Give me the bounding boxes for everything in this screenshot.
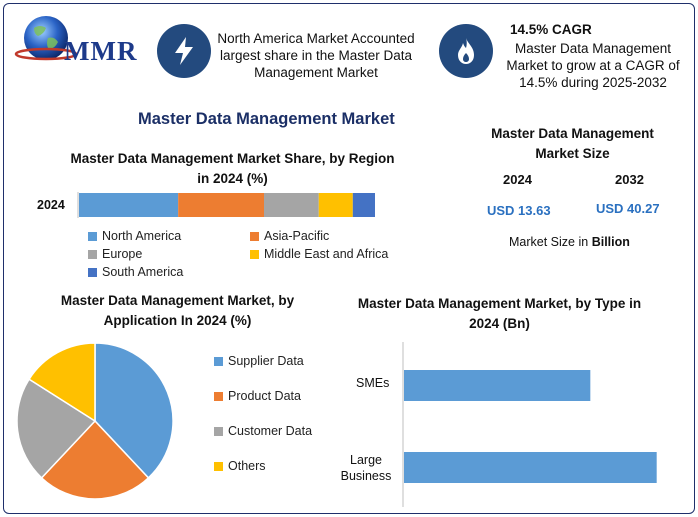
type-category-label: Large Business xyxy=(340,453,392,483)
cagr-text: Master Data Management Market to grow at… xyxy=(506,41,680,90)
market-size-year-1: 2024 xyxy=(503,172,532,187)
flame-icon xyxy=(439,24,493,78)
region-legend-item: Asia-Pacific xyxy=(250,229,329,243)
pie-slice xyxy=(16,378,97,479)
region-bar-segment xyxy=(79,193,179,217)
application-legend-item: Customer Data xyxy=(214,424,312,438)
legend-label: Customer Data xyxy=(228,424,313,438)
region-bar-segment xyxy=(178,193,264,217)
market-size-value-2: USD 40.27 xyxy=(596,201,660,216)
application-legend-item: Product Data xyxy=(214,389,301,403)
cagr-title: 14.5% CAGR xyxy=(510,22,592,37)
main-title: Master Data Management Market xyxy=(138,110,395,128)
region-legend-item: North America xyxy=(88,229,181,243)
legend-swatch xyxy=(250,231,259,241)
market-size-year-2: 2032 xyxy=(615,172,644,187)
legend-label: Middle East and Africa xyxy=(264,247,389,261)
pie-slice xyxy=(28,342,96,423)
stat-north-america-text: North America Market Accounted largest s… xyxy=(217,31,415,80)
legend-swatch xyxy=(214,426,223,436)
type-chart-title: Master Data Management Market, by Type i… xyxy=(357,296,642,331)
market-size-title: Master Data Management Market Size xyxy=(491,126,654,161)
type-bar xyxy=(404,452,657,483)
region-bar-segment xyxy=(318,193,353,217)
type-bar-chart xyxy=(402,342,657,507)
application-chart-title: Master Data Management Market, by Applic… xyxy=(60,293,295,328)
legend-swatch xyxy=(88,231,97,241)
legend-label: North America xyxy=(102,229,182,243)
region-chart-title: Master Data Management Market Share, by … xyxy=(70,151,395,186)
type-bar xyxy=(404,370,591,401)
legend-swatch xyxy=(88,267,97,277)
brand-logo-text: MMR xyxy=(64,36,138,66)
region-bar-segment xyxy=(264,193,319,217)
lightning-icon xyxy=(157,24,211,78)
legend-swatch xyxy=(250,249,259,259)
legend-label: Product Data xyxy=(228,389,301,403)
globe-logo-icon xyxy=(12,14,82,66)
pie-slice xyxy=(94,342,174,479)
application-legend-item: Others xyxy=(214,459,266,473)
market-size-note-prefix: Market Size in xyxy=(509,235,589,249)
legend-label: Europe xyxy=(102,247,143,261)
legend-swatch xyxy=(214,356,223,366)
market-size-value-1: USD 13.63 xyxy=(487,203,551,218)
type-category-label: SMEs xyxy=(356,376,390,390)
region-legend-item: South America xyxy=(88,265,183,279)
region-bar-year-label: 2024 xyxy=(37,198,65,212)
market-size-note-unit: Billion xyxy=(591,235,630,249)
application-legend-item: Supplier Data xyxy=(214,354,304,368)
legend-swatch xyxy=(214,391,223,401)
market-size-note: Market Size in Billion xyxy=(509,235,630,249)
legend-swatch xyxy=(214,461,223,471)
legend-swatch xyxy=(88,249,97,259)
legend-label: South America xyxy=(102,265,184,279)
legend-label: Asia-Pacific xyxy=(264,229,330,243)
legend-label: Others xyxy=(228,459,266,473)
application-pie-chart xyxy=(16,342,174,500)
infographic-frame xyxy=(3,3,695,514)
region-stacked-bar-chart xyxy=(77,192,375,218)
region-legend-item: Europe xyxy=(88,247,142,261)
pie-slice xyxy=(40,419,150,500)
region-bar-segment xyxy=(352,193,375,217)
legend-label: Supplier Data xyxy=(228,354,304,368)
region-legend-item: Middle East and Africa xyxy=(250,247,388,261)
